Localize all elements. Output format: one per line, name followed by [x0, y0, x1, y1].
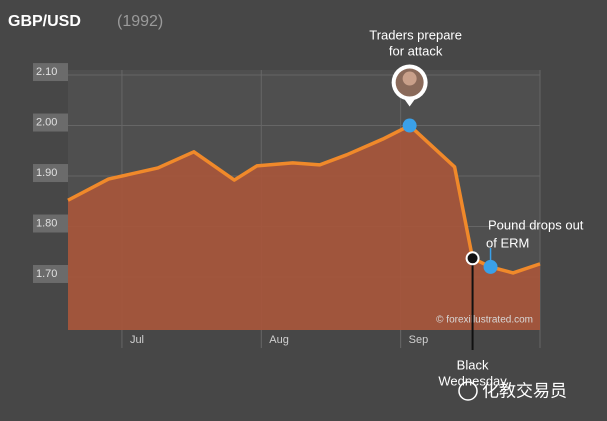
annotation: Wednesday	[438, 373, 507, 388]
marker	[465, 251, 480, 266]
y-tick-box	[33, 264, 68, 283]
portrait-head	[402, 71, 417, 86]
y-tick-label: 2.00	[36, 116, 57, 128]
marker	[402, 118, 417, 133]
annotation: Pound drops out	[488, 217, 584, 232]
annotation: Black	[457, 357, 489, 372]
x-tick-label: Aug	[269, 334, 289, 346]
y-tick-label: 1.90	[36, 167, 57, 179]
annotation: Traders prepare	[369, 27, 462, 42]
annotation: for attack	[389, 43, 443, 58]
watermark: 化教交易员	[482, 381, 567, 400]
line	[67, 123, 541, 275]
x-tick-label: Jul	[130, 334, 144, 346]
y-tick-box	[33, 164, 68, 183]
y-tick-label: 2.10	[36, 66, 57, 78]
y-tick-label: 1.70	[36, 268, 57, 280]
y-tick-box	[33, 63, 68, 82]
chart-title: GBP/USD	[8, 13, 81, 30]
y-tick-box	[33, 214, 68, 233]
annotation: of ERM	[486, 235, 529, 250]
y-tick-label: 1.80	[36, 217, 57, 229]
wechat-icon	[458, 381, 478, 401]
x-tick-label: Sep	[409, 334, 429, 346]
portrait-pointer	[404, 99, 415, 107]
y-tick-box	[33, 113, 68, 132]
marker	[483, 259, 498, 274]
source: © forexillustrated.com	[436, 315, 533, 326]
chart-subtitle: (1992)	[117, 13, 163, 30]
area	[68, 125, 540, 330]
